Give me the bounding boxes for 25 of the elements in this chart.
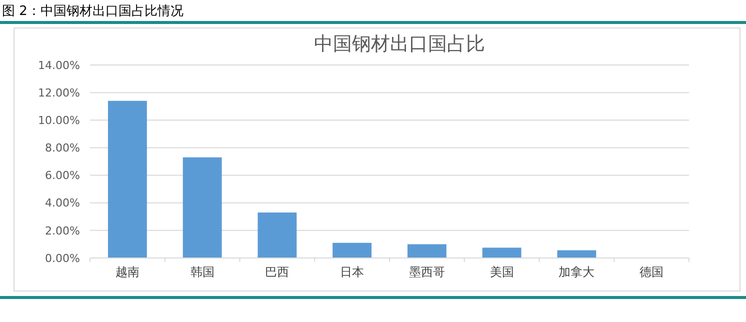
x-tick-label: 加拿大 [558, 265, 595, 279]
y-tick-label: 6.00% [45, 169, 80, 182]
y-tick-label: 8.00% [45, 142, 80, 155]
chart-title: 图 2：中国钢材出口国占比情况 [2, 4, 184, 19]
y-tick-label: 0.00% [45, 252, 80, 265]
x-tick-label: 巴西 [265, 265, 290, 279]
bar [557, 250, 596, 258]
x-tick-label: 墨西哥 [408, 265, 445, 279]
x-tick-label: 越南 [115, 265, 140, 279]
bar [332, 242, 372, 258]
y-tick-label: 4.00% [45, 196, 80, 210]
x-tick-label: 韩国 [190, 265, 214, 279]
bar [108, 100, 147, 258]
x-tick-label: 德国 [640, 265, 664, 279]
x-tick-label: 日本 [340, 265, 364, 279]
y-tick-label: 10.00% [38, 114, 80, 127]
bar [482, 248, 522, 258]
bar [182, 157, 222, 258]
y-tick-label: 14.00% [38, 58, 80, 72]
chart-subtitle: 中国钢材出口国占比 [314, 33, 485, 55]
x-tick-label: 美国 [490, 265, 514, 279]
bar [258, 212, 297, 258]
bar [407, 244, 446, 258]
y-tick-label: 12.00% [38, 86, 80, 100]
y-tick-label: 2.00% [45, 224, 80, 238]
